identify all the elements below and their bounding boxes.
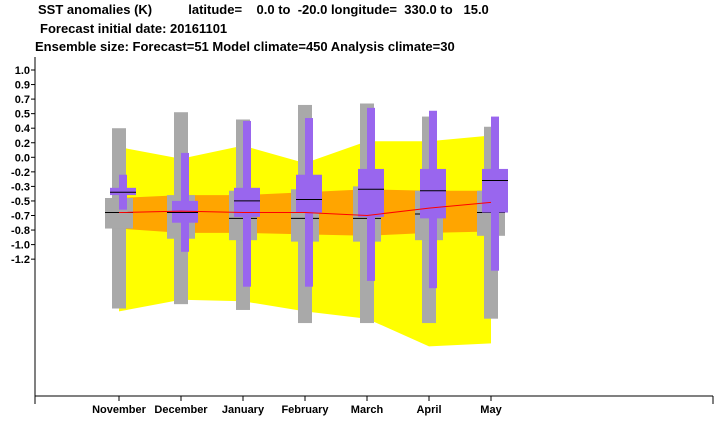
y-tick-label: 0.4 xyxy=(15,123,31,135)
y-tick-label: -0.8 xyxy=(11,225,30,237)
x-tick-label: January xyxy=(222,404,265,416)
forecast-box xyxy=(358,168,384,217)
forecast-box xyxy=(172,200,198,223)
forecast-box xyxy=(482,168,508,213)
y-tick-label: -0.2 xyxy=(11,167,30,179)
y-tick-label: 0.5 xyxy=(15,109,30,121)
x-tick-label: March xyxy=(351,404,384,416)
forecast-box xyxy=(110,187,136,196)
analysis-median-line xyxy=(118,201,492,216)
x-tick-label: April xyxy=(416,404,441,416)
y-tick-label: 0.2 xyxy=(15,138,30,150)
forecast-date-line: Forecast initial date: 20161101 xyxy=(40,21,228,36)
x-tick-label: May xyxy=(480,404,502,416)
y-tick-label: -1.0 xyxy=(11,240,30,252)
y-tick-label: -1.2 xyxy=(11,254,30,266)
y-tick-label: 0.0 xyxy=(15,152,30,164)
axes-layer: 1.0 0.9 0.7 0.5 0.4 0.2 0.0 -0.2 -0.3 -0.5 -0.7 -0.… xyxy=(11,57,714,416)
box-layer xyxy=(105,103,508,324)
y-tick-label: 0.9 xyxy=(15,80,30,92)
y-tick-label: 1.0 xyxy=(15,65,30,77)
x-tick-label: February xyxy=(281,404,329,416)
forecast-box xyxy=(296,174,322,213)
y-tick-label: -0.5 xyxy=(11,196,30,208)
y-tick-label: 0.7 xyxy=(15,94,30,106)
y-tick-label: -0.3 xyxy=(11,181,30,193)
forecast-box xyxy=(420,168,446,219)
median-layer xyxy=(118,201,492,216)
x-tick-label: November xyxy=(92,404,147,416)
y-tick-label: -0.7 xyxy=(11,211,30,223)
ensemble-size-line: Ensemble size: Forecast=51 Model climate… xyxy=(35,39,455,54)
chart-title-line-1: SST anomalies (K) latitude= 0.0 to -20.0… xyxy=(38,2,489,17)
x-tick-label: December xyxy=(154,404,208,416)
